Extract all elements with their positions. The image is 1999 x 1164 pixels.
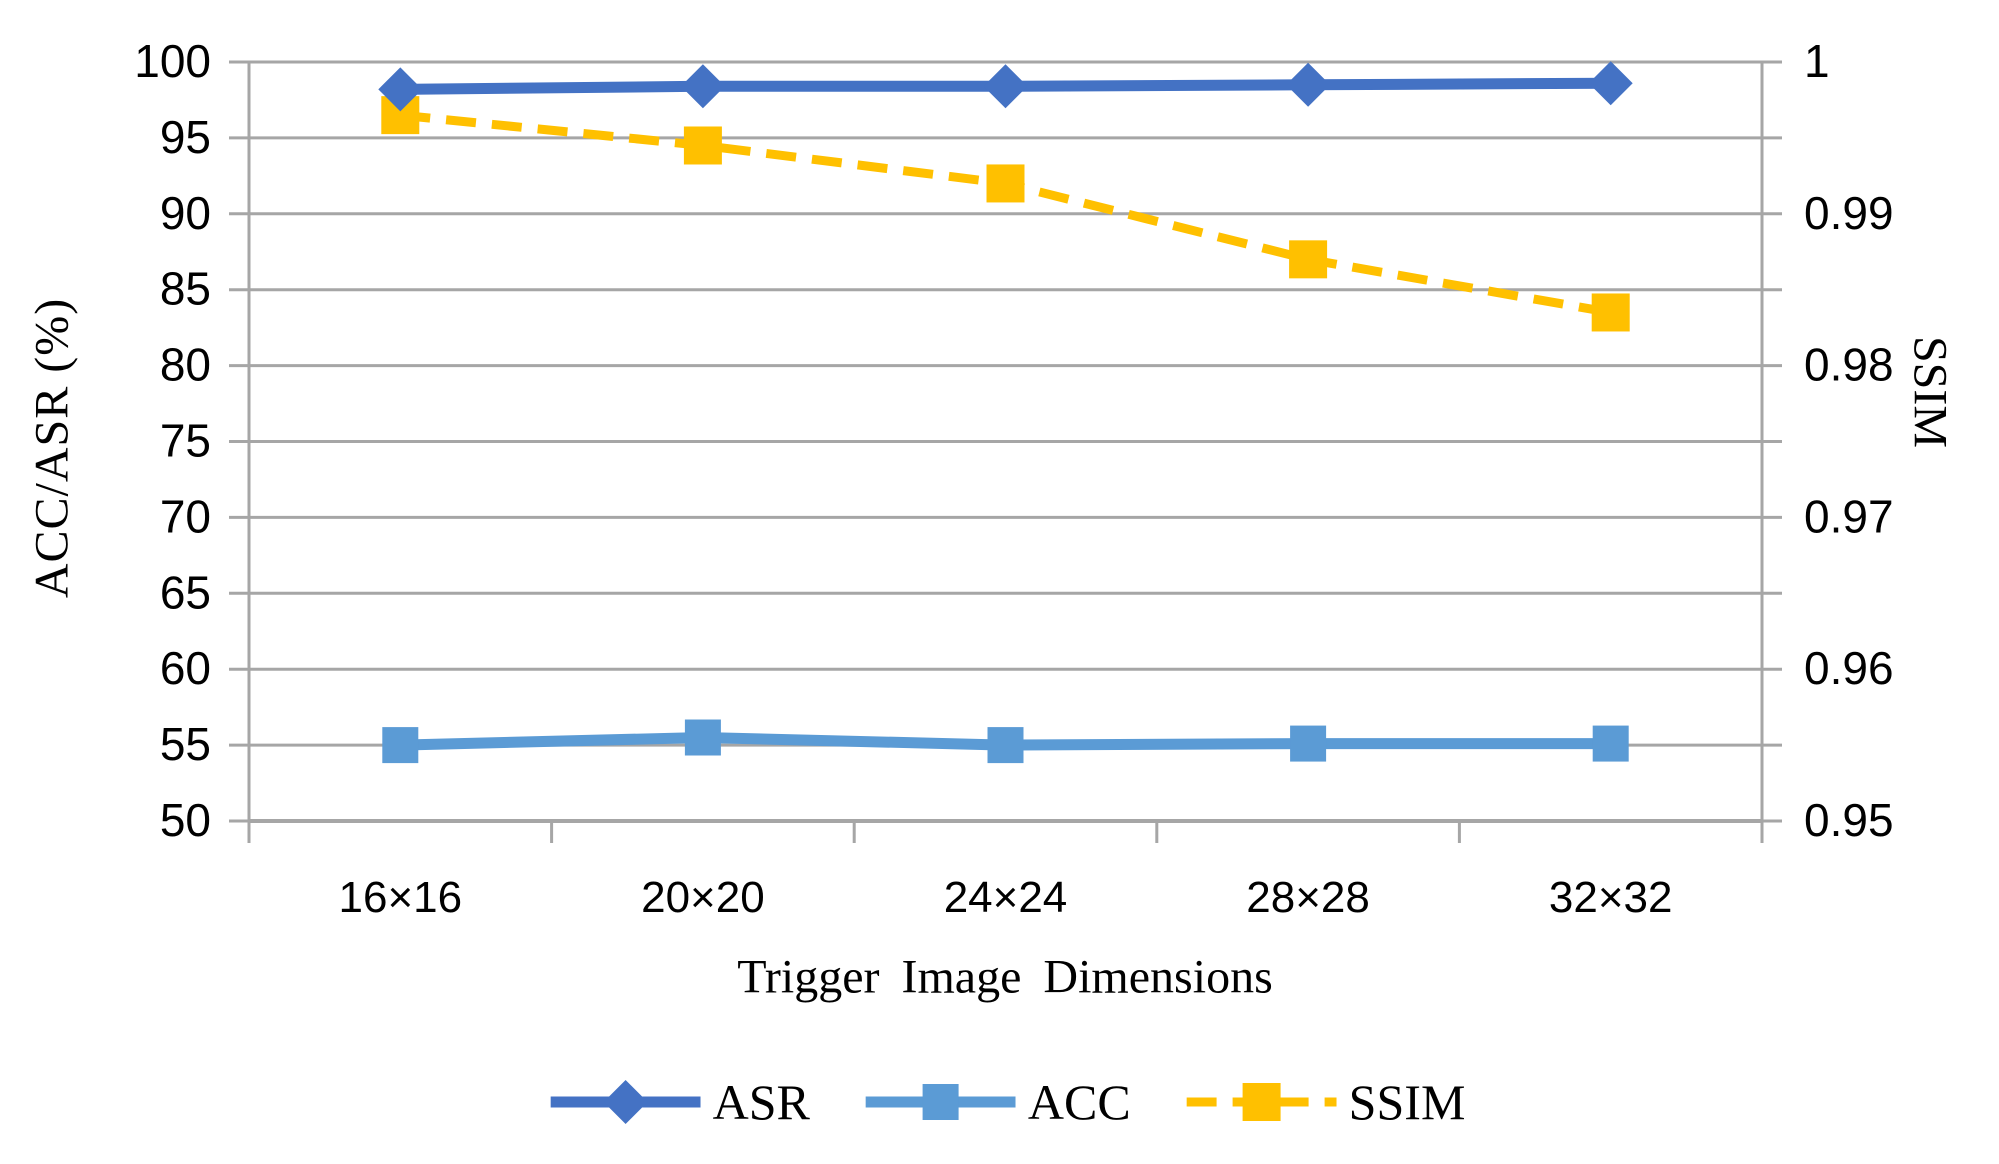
legend-item-asr: ASR xyxy=(550,1070,810,1134)
legend-marker-ssim xyxy=(1242,1083,1281,1121)
legend-item-acc: ACC xyxy=(865,1070,1131,1134)
x-tick-label: 24×24 xyxy=(944,873,1068,922)
y-left-tick-label: 100 xyxy=(134,35,211,87)
y-left-tick-label: 65 xyxy=(160,566,211,618)
series-marker-asr xyxy=(680,64,725,109)
y-left-tick-label: 95 xyxy=(160,111,211,163)
series-marker-acc xyxy=(1290,725,1327,762)
series-marker-asr xyxy=(1588,61,1633,106)
y-left-tick-label: 50 xyxy=(160,794,211,846)
y-left-tick-label: 75 xyxy=(160,415,211,467)
y-left-tick-label: 70 xyxy=(160,490,211,542)
right-axis-title: SSIM xyxy=(1903,335,1957,449)
y-right-tick-label: 0.96 xyxy=(1804,642,1894,694)
series-marker-acc xyxy=(987,727,1024,764)
legend-sample-ssim xyxy=(1186,1083,1337,1121)
legend-marker-asr xyxy=(603,1080,648,1124)
x-tick-label: 32×32 xyxy=(1549,873,1673,922)
y-left-tick-label: 85 xyxy=(160,263,211,315)
y-left-tick-label: 55 xyxy=(160,718,211,770)
series-marker-ssim xyxy=(683,126,722,165)
y-right-tick-label: 0.99 xyxy=(1804,187,1894,239)
series-marker-asr xyxy=(983,64,1028,109)
legend-marker-acc xyxy=(922,1084,959,1120)
series-marker-ssim xyxy=(986,164,1025,203)
legend-sample-asr xyxy=(550,1080,701,1124)
series-marker-ssim xyxy=(1289,240,1328,279)
legend-sample-acc xyxy=(865,1084,1016,1120)
legend-label-asr: ASR xyxy=(712,1074,810,1130)
legend-label-acc: ACC xyxy=(1027,1074,1131,1130)
y-left-tick-label: 60 xyxy=(160,642,211,694)
legend-item-ssim: SSIM xyxy=(1186,1070,1466,1134)
series-marker-acc xyxy=(382,727,419,764)
y-left-tick-label: 80 xyxy=(160,339,211,391)
series-marker-acc xyxy=(1592,725,1629,762)
x-axis-title: Trigger Image Dimensions xyxy=(737,950,1273,1004)
legend: ASR ACC SSIM xyxy=(550,1070,1466,1134)
series-marker-asr xyxy=(378,67,423,112)
y-right-tick-label: 0.97 xyxy=(1804,490,1894,542)
series-marker-ssim xyxy=(1591,293,1630,332)
series-marker-asr xyxy=(1286,62,1331,107)
legend-label-ssim: SSIM xyxy=(1348,1074,1466,1130)
x-tick-label: 16×16 xyxy=(339,873,463,922)
y-right-tick-label: 0.95 xyxy=(1804,794,1894,846)
x-tick-label: 28×28 xyxy=(1246,873,1370,922)
x-tick-label: 20×20 xyxy=(641,873,765,922)
y-right-tick-label: 0.98 xyxy=(1804,339,1894,391)
y-right-tick-label: 1 xyxy=(1804,35,1830,87)
y-left-tick-label: 90 xyxy=(160,187,211,239)
left-axis-title: ACC/ASR (%) xyxy=(25,297,79,599)
series-marker-acc xyxy=(684,719,721,756)
